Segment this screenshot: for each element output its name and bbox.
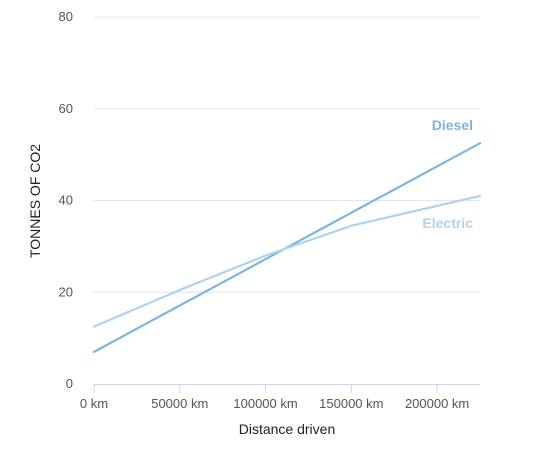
y-axis-title: TONNES OF CO2	[27, 144, 43, 258]
y-tick-label: 60	[59, 101, 73, 116]
series-label-diesel: Diesel	[432, 117, 473, 133]
gridlines	[94, 16, 480, 293]
y-tick-label: 20	[59, 284, 73, 299]
x-axis-title: Distance driven	[239, 421, 336, 437]
x-tick-label: 150000 km	[319, 396, 383, 411]
x-tick-label: 100000 km	[233, 396, 297, 411]
y-tick-label: 80	[59, 9, 73, 24]
x-tick-label: 200000 km	[405, 396, 469, 411]
x-tick-label: 50000 km	[151, 396, 208, 411]
series-label-electric: Electric	[422, 215, 473, 231]
y-axis-ticks: 0 20 40 60 80	[59, 9, 73, 391]
series-line-electric	[92, 194, 482, 328]
x-tick-label: 0 km	[80, 396, 108, 411]
series-labels: Diesel Electric	[422, 117, 473, 231]
y-tick-label: 0	[66, 376, 73, 391]
x-axis-ticks: 0 km 50000 km 100000 km 150000 km 200000 km	[80, 384, 469, 411]
y-tick-label: 40	[59, 193, 73, 208]
series-lines	[92, 142, 482, 353]
